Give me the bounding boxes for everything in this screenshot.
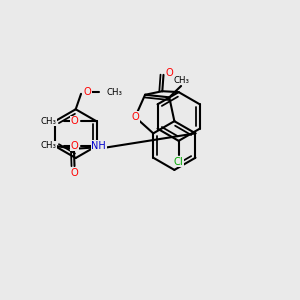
Text: O: O	[70, 168, 78, 178]
Text: CH₃: CH₃	[40, 141, 56, 150]
Text: O: O	[71, 116, 79, 127]
Text: O: O	[84, 87, 92, 97]
Text: CH₃: CH₃	[173, 76, 189, 85]
Text: O: O	[71, 141, 79, 151]
Text: Cl: Cl	[174, 157, 184, 167]
Text: CH₃: CH₃	[40, 117, 56, 126]
Text: CH₃: CH₃	[107, 88, 123, 97]
Text: O: O	[166, 68, 173, 78]
Text: O: O	[131, 112, 139, 122]
Text: NH: NH	[92, 141, 106, 151]
